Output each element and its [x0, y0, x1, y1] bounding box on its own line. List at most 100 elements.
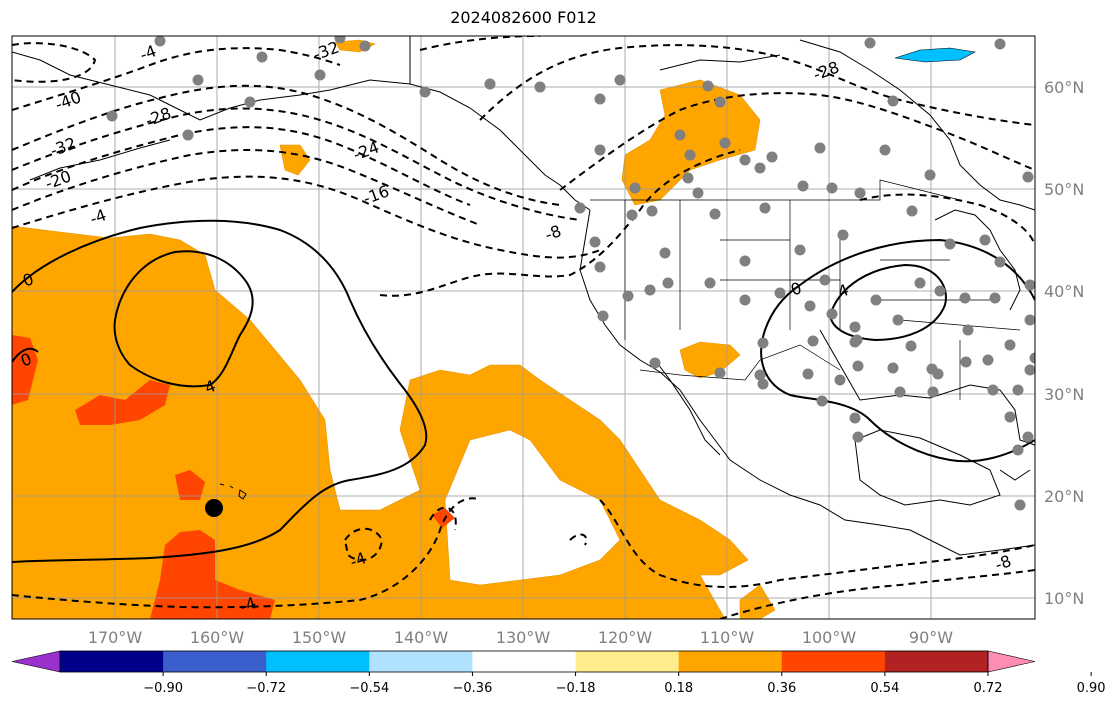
- station-dot: [334, 36, 346, 44]
- colorbar-segment: [678, 651, 783, 672]
- station-dot: [1024, 314, 1035, 326]
- station-dot: [692, 187, 704, 199]
- lat-tick-label: 30°N: [1044, 385, 1084, 404]
- station-dot: [852, 360, 864, 372]
- station-dot: [106, 110, 118, 122]
- lon-tick-label: 120°W: [598, 628, 653, 647]
- station-dot: [794, 244, 806, 256]
- station-dot: [944, 238, 956, 250]
- station-dot: [837, 229, 849, 241]
- station-dot: [826, 308, 838, 320]
- station-dot: [719, 137, 731, 149]
- hawaii-islands: [219, 483, 247, 500]
- station-dot: [987, 384, 999, 396]
- station-dot: [849, 412, 861, 424]
- station-dot: [989, 292, 1001, 304]
- station-dots: [106, 36, 1035, 511]
- station-dot: [932, 368, 944, 380]
- station-dot: [714, 96, 726, 108]
- lon-tick-label: 150°W: [292, 628, 347, 647]
- colorbar-segment: [369, 651, 473, 672]
- station-dot: [754, 162, 766, 174]
- map-title: 2024082600 F012: [450, 8, 597, 27]
- lat-tick-label: 60°N: [1044, 78, 1084, 97]
- station-dot: [870, 294, 882, 306]
- station-dot: [994, 256, 1006, 268]
- colorbar-tick-label: 0.54: [870, 681, 899, 696]
- lon-tick-label: 140°W: [394, 628, 449, 647]
- station-dot: [714, 367, 726, 379]
- contour-label: -4: [237, 593, 258, 616]
- station-dot: [959, 292, 971, 304]
- station-dot: [594, 93, 606, 105]
- station-dot: [802, 368, 814, 380]
- colorbar-segment: [163, 651, 267, 672]
- station-dot: [597, 310, 609, 322]
- contour-label: -4: [347, 548, 368, 571]
- station-dot: [1004, 411, 1016, 423]
- lon-tick-label: 90°W: [909, 628, 953, 647]
- station-dot: [994, 38, 1006, 50]
- station-dot: [644, 284, 656, 296]
- longitude-tick-labels: 170°W 160°W 150°W 140°W 130°W 120°W 110°W 100°W…: [88, 628, 953, 647]
- contour-label: -4: [137, 41, 158, 64]
- hawaii-marker: [205, 499, 223, 517]
- station-dot: [826, 182, 838, 194]
- political-borders: [590, 179, 1021, 400]
- anomaly-fill-orange: [12, 39, 776, 619]
- station-dot: [359, 40, 371, 52]
- map-frame: [11, 35, 1036, 620]
- station-dot: [906, 205, 918, 217]
- colorbar-tick-label: −0.72: [246, 681, 286, 696]
- station-dot: [626, 209, 638, 221]
- station-dot: [594, 144, 606, 156]
- lat-tick-label: 40°N: [1044, 282, 1084, 301]
- station-dot: [887, 362, 899, 374]
- station-dot: [1004, 339, 1016, 351]
- colorbar-segment: [575, 651, 680, 672]
- colorbar-frame: [59, 650, 989, 673]
- station-dot: [759, 202, 771, 214]
- lat-tick-label: 20°N: [1044, 487, 1084, 506]
- colorbar-extend-high: [987, 650, 1036, 673]
- colorbar-segment: [472, 651, 577, 672]
- latitude-tick-labels: 60°N 50°N 40°N 30°N 20°N 10°N: [1044, 78, 1084, 608]
- station-dot: [962, 324, 974, 336]
- station-dot: [934, 285, 946, 297]
- contour-label: -4: [87, 205, 108, 228]
- station-dot: [659, 247, 671, 259]
- station-dot: [879, 144, 891, 156]
- station-dot: [1022, 171, 1034, 183]
- colorbar: −0.90 −0.72 −0.54 −0.36 −0.18 0.18 0.36 0.54 0.7…: [11, 650, 1105, 696]
- station-dot: [894, 386, 906, 398]
- station-dot: [807, 335, 819, 347]
- station-dot: [757, 337, 769, 349]
- station-dot: [797, 180, 809, 192]
- station-dot: [256, 51, 268, 63]
- station-dot: [614, 74, 626, 86]
- station-dot: [852, 431, 864, 443]
- station-dot: [774, 287, 786, 299]
- station-dot: [192, 74, 204, 86]
- lat-tick-label: 50°N: [1044, 180, 1084, 199]
- station-dot: [574, 202, 586, 214]
- lon-tick-label: 100°W: [802, 628, 857, 647]
- station-dot: [1014, 499, 1026, 511]
- station-dot: [674, 129, 686, 141]
- station-dot: [1012, 444, 1024, 456]
- station-dot: [892, 314, 904, 326]
- station-dot: [739, 294, 751, 306]
- station-dot: [682, 172, 694, 184]
- station-dot: [1024, 279, 1035, 291]
- colorbar-tick-label: 0.72: [974, 681, 1003, 696]
- contours-negative: [12, 36, 1035, 619]
- station-dot: [814, 142, 826, 154]
- anomaly-fill-red: [12, 335, 455, 619]
- station-dot: [182, 129, 194, 141]
- station-dot: [709, 208, 721, 220]
- colorbar-segment: [781, 651, 886, 672]
- station-dot: [960, 356, 972, 368]
